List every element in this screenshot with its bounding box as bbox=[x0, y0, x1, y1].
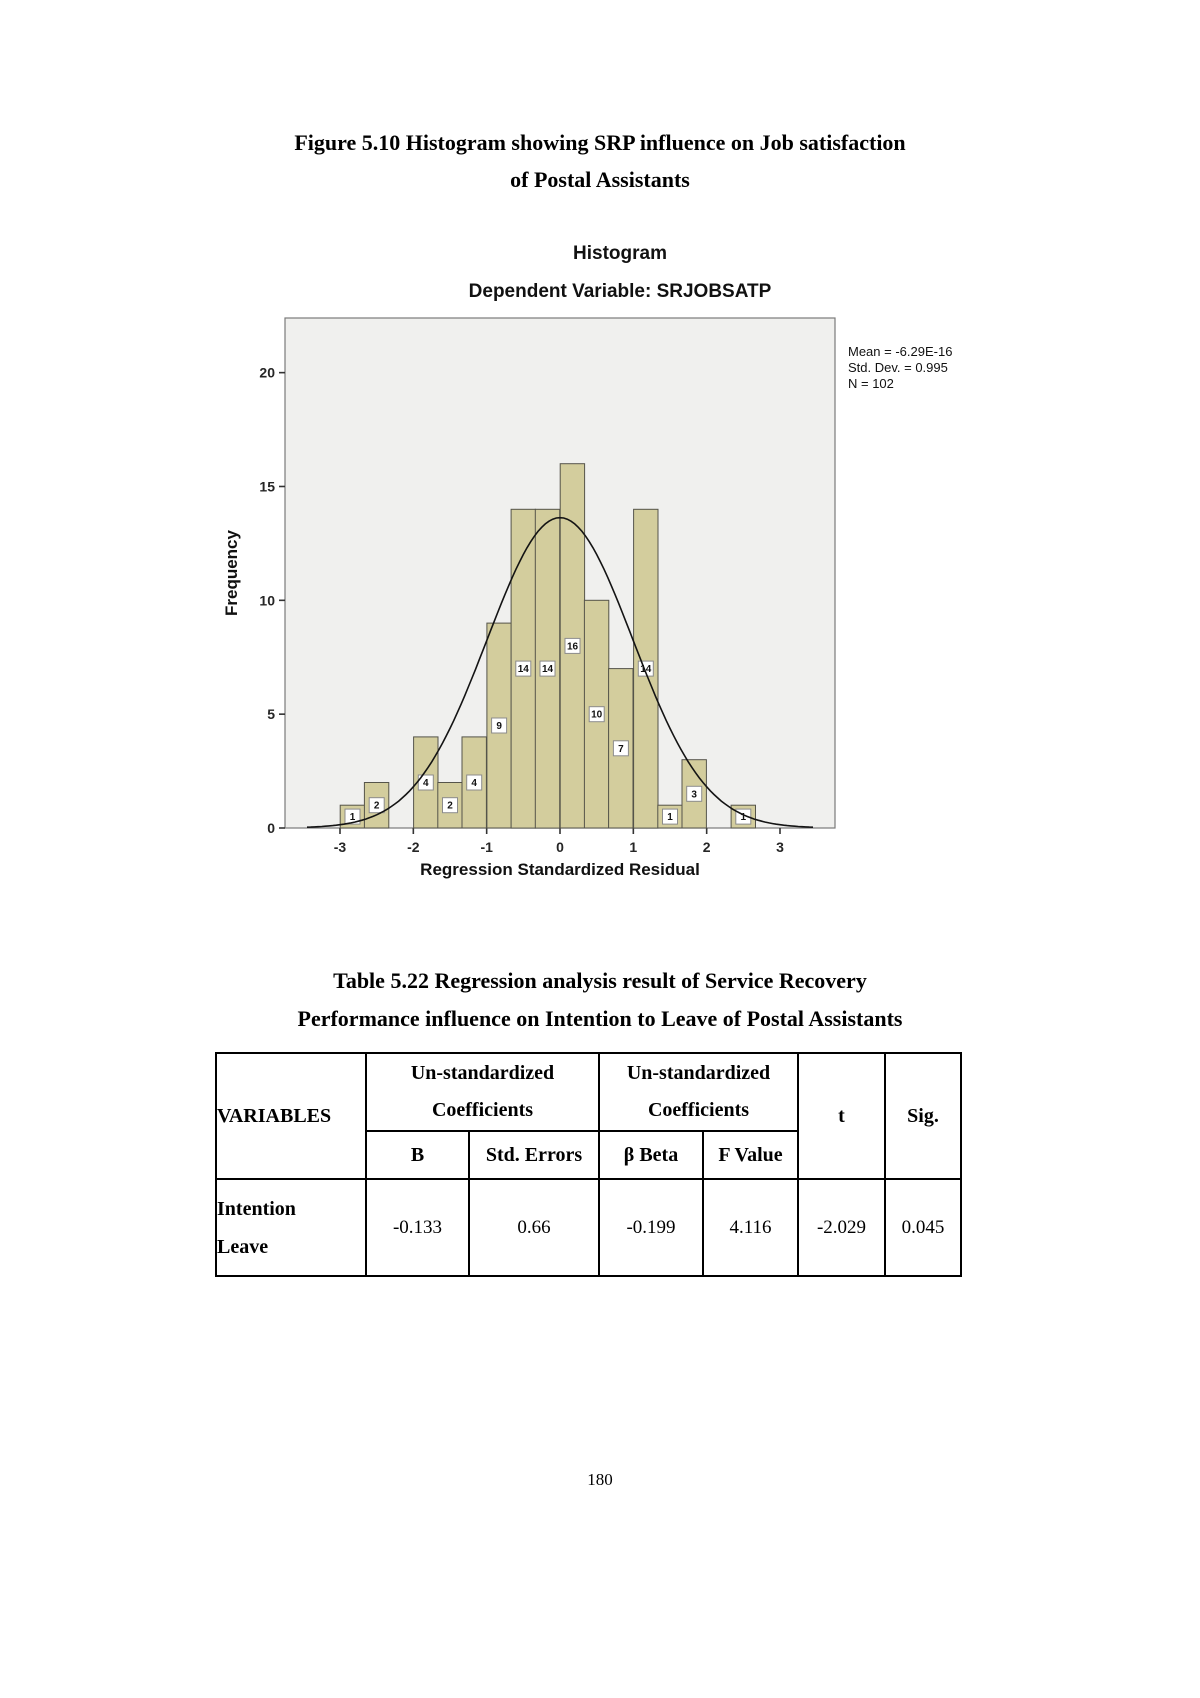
header-group-unstandardized-2: Un-standardized Coefficients bbox=[598, 1052, 799, 1132]
y-tick-label: 10 bbox=[259, 592, 275, 608]
bar-label: 14 bbox=[542, 664, 554, 675]
y-tick-label: 15 bbox=[259, 478, 275, 494]
figure-title: Figure 5.10 Histogram showing SRP influe… bbox=[0, 124, 1200, 198]
normal-curve bbox=[306, 516, 814, 828]
bar-label: 4 bbox=[471, 778, 477, 789]
table-title: Table 5.22 Regression analysis result of… bbox=[0, 962, 1200, 1038]
stats-n: N = 102 bbox=[848, 376, 894, 391]
bar-label: 14 bbox=[640, 664, 652, 675]
stats-box: Mean = -6.29E-16 Std. Dev. = 0.995 N = 1… bbox=[848, 344, 952, 392]
x-tick-label: 2 bbox=[703, 839, 711, 855]
x-tick-label: -3 bbox=[334, 839, 347, 855]
bar-label-box bbox=[442, 797, 458, 814]
bar-label: 4 bbox=[423, 778, 429, 789]
bar-label: 3 bbox=[691, 789, 697, 800]
table-title-line2: Performance influence on Intention to Le… bbox=[297, 1006, 903, 1031]
bar-label: 1 bbox=[350, 812, 356, 823]
y-tick-label: 20 bbox=[259, 365, 275, 381]
x-tick-label: 1 bbox=[629, 839, 637, 855]
stats-mean: Mean = -6.29E-16 bbox=[848, 344, 953, 359]
header-f-value: F Value bbox=[702, 1130, 799, 1180]
cell-beta: -0.199 bbox=[598, 1178, 704, 1277]
bar-label: 9 bbox=[496, 721, 502, 732]
chart-subtitle: Dependent Variable: SRJOBSATP bbox=[468, 281, 772, 302]
header-b: B bbox=[365, 1130, 470, 1180]
x-tick-label: 3 bbox=[776, 839, 784, 855]
table-row-intention-leave: Intention Leave -0.133 0.66 -0.199 4.116… bbox=[215, 1178, 962, 1277]
bar-label: 2 bbox=[447, 801, 453, 812]
bar-label: 7 bbox=[618, 744, 624, 755]
figure-title-line1: Figure 5.10 Histogram showing SRP influe… bbox=[294, 130, 906, 155]
bar-label: 1 bbox=[667, 812, 673, 823]
bar-label-box bbox=[662, 808, 678, 825]
x-tick-label: -1 bbox=[480, 839, 493, 855]
bar-label: 10 bbox=[591, 710, 603, 721]
x-tick-label: 0 bbox=[556, 839, 564, 855]
histogram-bar bbox=[510, 508, 537, 829]
page-number: 180 bbox=[587, 1470, 613, 1489]
cell-variable: Intention Leave bbox=[215, 1178, 367, 1277]
bar-label-box bbox=[466, 774, 483, 791]
header-group-unstandardized-1: Un-standardized Coefficients bbox=[365, 1052, 600, 1132]
bar-label-box bbox=[686, 785, 703, 802]
cell-variable-line2: Leave bbox=[217, 1235, 269, 1258]
bar-label: 1 bbox=[741, 812, 747, 823]
cell-b: -0.133 bbox=[365, 1178, 470, 1277]
bar-label-box bbox=[515, 660, 532, 677]
bar-label: 16 bbox=[567, 641, 579, 652]
header-std-errors: Std. Errors bbox=[468, 1130, 600, 1180]
bar-label-box bbox=[588, 706, 605, 723]
bar-label: 14 bbox=[518, 664, 530, 675]
x-tick-label: -2 bbox=[407, 839, 420, 855]
header-beta: β Beta bbox=[598, 1130, 704, 1180]
regression-table: VARIABLES Un-standardized Coefficients U… bbox=[215, 1052, 962, 1277]
cell-t: -2.029 bbox=[797, 1178, 886, 1277]
bar-label-box bbox=[417, 774, 434, 791]
bar-label-box bbox=[344, 808, 361, 825]
header-sig: Sig. bbox=[884, 1052, 962, 1180]
cell-std-errors: 0.66 bbox=[468, 1178, 600, 1277]
bar-label-box bbox=[564, 637, 581, 654]
cell-variable-line1: Intention bbox=[217, 1197, 296, 1220]
chart-title: Histogram bbox=[573, 243, 667, 264]
cell-f-value: 4.116 bbox=[702, 1178, 799, 1277]
header-t: t bbox=[797, 1052, 886, 1180]
bar-label-box bbox=[368, 797, 385, 814]
cell-sig: 0.045 bbox=[884, 1178, 962, 1277]
y-tick-label: 0 bbox=[267, 820, 275, 836]
table-title-line1: Table 5.22 Regression analysis result of… bbox=[333, 968, 867, 993]
bar-label-box bbox=[612, 740, 629, 757]
bar-label: 2 bbox=[374, 801, 380, 812]
histogram-plot: 0 5 10 15 20 -3 -2 -1 0 1 2 3 1 2 4 2 4 9 14 14 16 10 7 14 1 3 1 bbox=[259, 317, 836, 855]
y-tick-label: 5 bbox=[267, 706, 275, 722]
bar-label-box bbox=[491, 717, 508, 734]
figure-title-line2: of Postal Assistants bbox=[510, 167, 690, 192]
table-header-row-2: B Std. Errors β Beta F Value bbox=[216, 1130, 961, 1180]
header-variables: VARIABLES bbox=[215, 1052, 367, 1180]
stats-stddev: Std. Dev. = 0.995 bbox=[848, 360, 948, 375]
x-axis-label: Regression Standardized Residual bbox=[420, 860, 700, 879]
bar-label-box bbox=[539, 660, 556, 677]
table-header-row-1: VARIABLES Un-standardized Coefficients U… bbox=[215, 1052, 962, 1180]
